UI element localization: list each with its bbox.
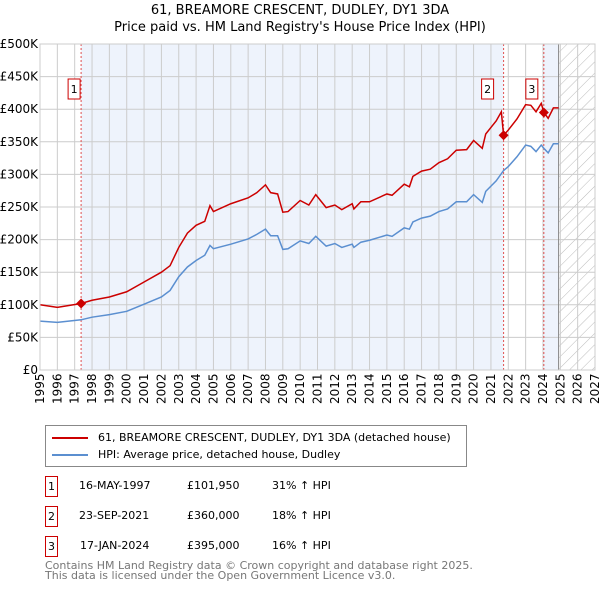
- sale-badge: 2: [45, 506, 58, 527]
- x-tick-label: 2006: [224, 373, 238, 404]
- legend: 61, BREAMORE CRESCENT, DUDLEY, DY1 3DA (…: [45, 425, 467, 467]
- y-tick-label: £450K: [0, 70, 39, 84]
- sale-badge: 1: [45, 476, 58, 497]
- y-tick-label: £50K: [7, 330, 39, 344]
- x-tick-label: 2005: [206, 373, 220, 404]
- y-tick-label: £200K: [0, 233, 39, 247]
- x-tick-label: 2014: [363, 373, 377, 404]
- x-tick-label: 2016: [397, 373, 411, 404]
- y-tick-label: £350K: [0, 135, 39, 149]
- chart-subtitle: Price paid vs. HM Land Registry's House …: [114, 20, 486, 35]
- sale-price: £101,950: [187, 479, 240, 492]
- x-tick-label: 1996: [50, 373, 64, 404]
- sale-row: 3 17-JAN-2024 £395,000 16% ↑ HPI: [45, 536, 445, 557]
- y-tick-label: £400K: [0, 102, 39, 116]
- x-tick-label: 2013: [345, 373, 359, 404]
- sale-badge: 3: [45, 536, 58, 557]
- x-tick-label: 2010: [293, 373, 307, 404]
- x-tick-label: 2023: [519, 373, 533, 404]
- sale-hpi: 31% ↑ HPI: [272, 479, 331, 492]
- x-tick-label: 2024: [536, 373, 550, 404]
- sale-date: 16-MAY-1997: [79, 479, 151, 492]
- sale-point: [76, 298, 87, 309]
- price-chart: 1995 1996 1997 1998 1999 2000 2001 2002 2003 2004…: [0, 37, 600, 404]
- sale-flag-label: 3: [528, 83, 535, 96]
- x-tick-label: 2008: [258, 373, 272, 404]
- sale-flag: [481, 78, 495, 100]
- y-tick-label: £150K: [0, 265, 39, 279]
- y-tick-label: £0: [23, 363, 38, 377]
- x-tick-label: 2026: [571, 373, 585, 404]
- legend-swatch-property: [52, 436, 88, 439]
- x-tick-label: 2019: [449, 373, 463, 404]
- sale-flag-label: 2: [484, 83, 491, 96]
- x-tick-label: 2027: [588, 373, 600, 404]
- x-tick-label: 2002: [154, 373, 168, 404]
- legend-label-property: 61, BREAMORE CRESCENT, DUDLEY, DY1 3DA (…: [98, 431, 451, 444]
- x-tick-label: 1995: [33, 373, 47, 404]
- x-tick-label: 1999: [102, 373, 116, 404]
- x-tick-label: 2007: [241, 373, 255, 404]
- sale-price: £360,000: [187, 509, 240, 522]
- sale-point: [498, 130, 509, 141]
- legend-label-hpi: HPI: Average price, detached house, Dudl…: [98, 448, 341, 461]
- sale-row: 1 16-MAY-1997 £101,950 31% ↑ HPI: [45, 476, 445, 497]
- sale-date: 23-SEP-2021: [79, 509, 150, 522]
- sale-price: £395,000: [187, 539, 240, 552]
- x-tick-label: 2003: [172, 373, 186, 404]
- sale-hpi: 18% ↑ HPI: [272, 509, 331, 522]
- sale-hpi: 16% ↑ HPI: [272, 539, 331, 552]
- x-tick-label: 2021: [484, 373, 498, 404]
- chart-title: 61, BREAMORE CRESCENT, DUDLEY, DY1 3DA: [150, 3, 450, 18]
- x-tick-label: 2001: [137, 373, 151, 404]
- footer: Contains HM Land Registry data © Crown c…: [45, 559, 473, 582]
- x-tick-label: 2018: [432, 373, 446, 404]
- sale-flag-label: 1: [71, 83, 78, 96]
- x-tick-label: 2012: [328, 373, 342, 404]
- x-tick-label: 1998: [85, 373, 99, 404]
- sale-date: 17-JAN-2024: [80, 539, 150, 552]
- y-tick-label: £500K: [0, 37, 39, 51]
- x-tick-label: 2017: [415, 373, 429, 404]
- x-tick-label: 2009: [276, 373, 290, 404]
- plot-border: [39, 43, 596, 371]
- legend-swatch-hpi: [52, 453, 88, 456]
- x-tick-label: 2020: [467, 373, 481, 404]
- y-tick-label: £100K: [0, 298, 39, 312]
- x-tick-label: 2011: [311, 373, 325, 404]
- sale-point: [538, 107, 549, 118]
- footer-copyright: Contains HM Land Registry data © Crown c…: [45, 559, 473, 572]
- x-tick-label: 2015: [380, 373, 394, 404]
- x-tick-label: 2022: [501, 373, 515, 404]
- x-tick-label: 2000: [120, 373, 134, 404]
- x-tick-label: 2004: [189, 373, 203, 404]
- x-tick-label: 2025: [553, 373, 567, 404]
- x-tick-label: 1997: [68, 373, 82, 404]
- sale-flag: [525, 78, 539, 100]
- sale-flag: [67, 78, 81, 100]
- sale-row: 2 23-SEP-2021 £360,000 18% ↑ HPI: [45, 506, 445, 527]
- y-tick-label: £300K: [0, 167, 39, 181]
- footer-licence: This data is licensed under the Open Gov…: [45, 569, 396, 582]
- hpi-line: [39, 143, 559, 324]
- y-tick-label: £250K: [0, 200, 39, 214]
